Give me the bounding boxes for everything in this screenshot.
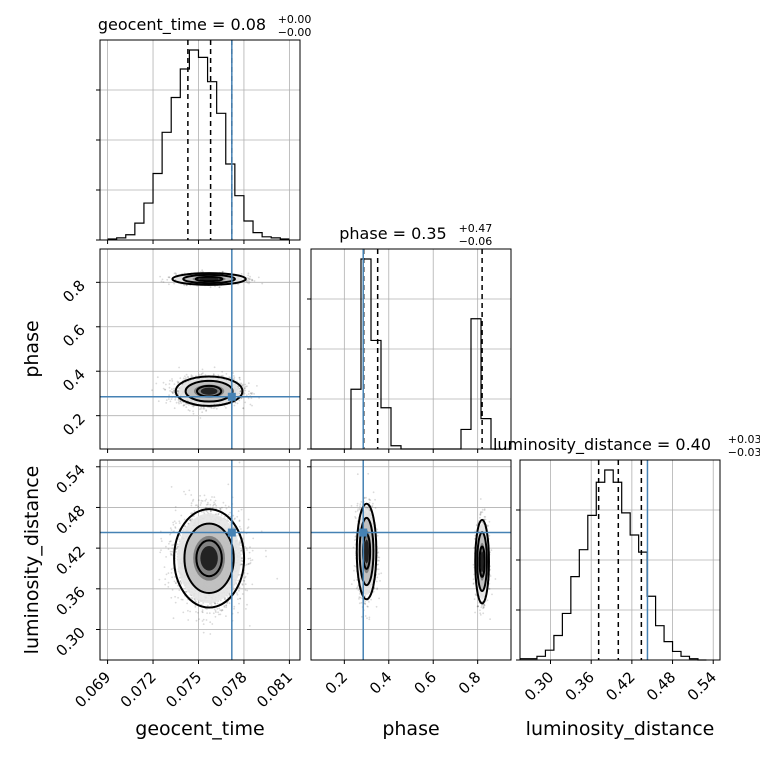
x-tick-label-luminosity_distance: 0.48	[643, 668, 679, 704]
y-tick-label-phase: 0.2	[59, 410, 89, 440]
x-tick-label-phase: 0.2	[322, 668, 352, 698]
x-tick-label-luminosity_distance: 0.54	[684, 668, 720, 704]
x-axis-label-phase: phase	[382, 718, 439, 740]
axes-frame	[99, 459, 301, 661]
truth-point	[227, 528, 236, 537]
y-axis-label-phase: phase	[21, 320, 43, 377]
x-tick-label-geocent_time: 0.072	[117, 668, 160, 711]
x-tick-label-geocent_time: 0.069	[71, 668, 114, 711]
x-tick-label-phase: 0.6	[410, 668, 440, 698]
y-tick-label-luminosity_distance: 0.42	[52, 542, 88, 578]
contour	[174, 375, 244, 407]
y-tick-label-luminosity_distance: 0.36	[52, 583, 88, 619]
contour	[358, 516, 375, 587]
axes-frame	[99, 248, 301, 450]
x-tick-label-phase: 0.4	[366, 668, 396, 698]
density-level	[364, 539, 369, 564]
x-tick-label-luminosity_distance: 0.30	[521, 668, 557, 704]
histogram-phase	[311, 258, 501, 450]
density-level	[199, 277, 219, 281]
marginal-phase: phase = 0.35 +0.47−0.06	[307, 222, 512, 453]
joint-geocent_time-phase	[96, 248, 301, 453]
contour	[171, 272, 247, 286]
density	[350, 472, 497, 621]
y-tick-label-phase: 0.4	[59, 365, 89, 395]
joint-phase-luminosity_distance	[307, 459, 512, 664]
title-plus: +0.03	[728, 433, 760, 446]
marginal-title-luminosity_distance: luminosity_distance = 0.40	[493, 435, 711, 455]
y-tick-label-luminosity_distance: 0.54	[52, 461, 88, 497]
x-tick-label-geocent_time: 0.075	[162, 668, 205, 711]
title-minus: −0.00	[278, 26, 312, 39]
contour	[184, 379, 234, 403]
x-tick-label-luminosity_distance: 0.42	[602, 668, 638, 704]
truth-point	[359, 528, 368, 537]
y-tick-label-luminosity_distance: 0.48	[52, 502, 88, 538]
title-minus: −0.03	[728, 446, 760, 459]
title-minus: −0.06	[459, 235, 493, 248]
marginal-luminosity_distance: luminosity_distance = 0.40 +0.03−0.03	[493, 433, 760, 664]
contour	[183, 522, 235, 594]
title-plus: +0.00	[278, 13, 312, 26]
marginal-geocent_time: geocent_time = 0.08 +0.00−0.00	[96, 13, 311, 244]
y-tick-label-phase: 0.8	[59, 276, 89, 306]
histogram-luminosity_distance	[520, 469, 707, 661]
density-level	[200, 546, 218, 571]
y-axis-label-luminosity_distance: luminosity_distance	[21, 466, 43, 655]
y-tick-label-luminosity_distance: 0.30	[52, 624, 88, 660]
density-level	[200, 387, 218, 395]
title-plus: +0.47	[459, 222, 493, 235]
marginal-title-phase: phase = 0.35	[339, 224, 446, 243]
contour	[194, 275, 224, 283]
truth-point	[227, 392, 236, 401]
contour	[173, 508, 246, 609]
contour	[474, 518, 490, 605]
histogram-geocent_time	[107, 49, 290, 240]
density-level	[480, 551, 484, 573]
contour	[195, 539, 223, 578]
axes-frame	[310, 459, 512, 661]
contour	[478, 545, 486, 578]
grid	[311, 249, 511, 449]
contour	[182, 273, 236, 285]
grid	[520, 460, 720, 660]
joint-geocent_time-luminosity_distance	[96, 459, 301, 664]
x-tick-label-phase: 0.8	[455, 668, 485, 698]
marginal-title-geocent_time: geocent_time = 0.08	[98, 15, 266, 35]
grid	[100, 249, 300, 449]
x-tick-label-geocent_time: 0.078	[208, 668, 251, 711]
x-tick-label-geocent_time: 0.081	[253, 668, 296, 711]
x-axis-label-luminosity_distance: luminosity_distance	[526, 718, 715, 740]
x-tick-label-luminosity_distance: 0.36	[562, 668, 598, 704]
y-tick-label-phase: 0.6	[59, 321, 89, 351]
contour	[355, 502, 378, 601]
x-axis-label-geocent_time: geocent_time	[135, 718, 264, 740]
grid	[100, 40, 300, 240]
